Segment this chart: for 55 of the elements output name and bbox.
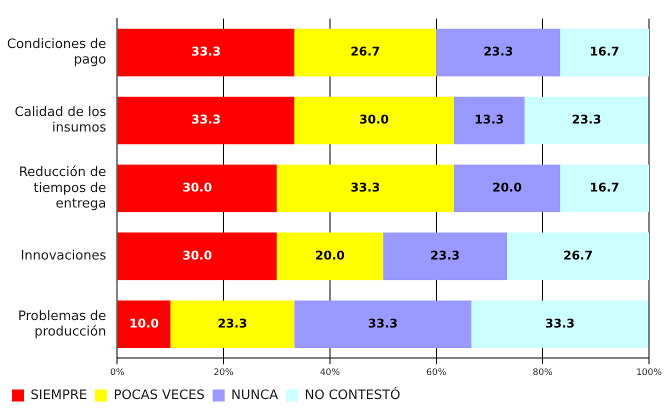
bar bbox=[507, 232, 649, 280]
bar bbox=[436, 28, 560, 76]
data-label: 30.0 bbox=[182, 248, 212, 262]
data-label: 26.7 bbox=[563, 248, 593, 262]
data-label: 20.0 bbox=[315, 248, 345, 262]
y-tick-label: Innovaciones bbox=[20, 248, 106, 264]
data-label: 26.7 bbox=[350, 44, 380, 59]
y-tick-label: Calidad de los insumos bbox=[14, 105, 106, 136]
data-label: 33.3 bbox=[545, 316, 575, 330]
data-label: 33.3 bbox=[368, 316, 398, 330]
bar bbox=[560, 28, 649, 76]
data-label: 33.3 bbox=[350, 180, 380, 195]
bar bbox=[118, 300, 170, 348]
y-tick-label: Reducción de tiempos de entrega bbox=[18, 165, 106, 212]
legend-label: SIEMPRE bbox=[30, 388, 88, 403]
data-label: 20.0 bbox=[492, 180, 522, 195]
bar bbox=[454, 96, 525, 144]
bar bbox=[383, 232, 508, 280]
bar bbox=[454, 164, 560, 212]
data-label: 33.3 bbox=[191, 112, 221, 127]
legend-label: POCAS VECES bbox=[114, 388, 205, 403]
data-label: 30.0 bbox=[182, 180, 212, 195]
data-label: 10.0 bbox=[129, 316, 159, 330]
x-tick-label: 20% bbox=[214, 368, 234, 378]
bar bbox=[294, 28, 436, 76]
x-tick-label: 40% bbox=[320, 368, 340, 378]
bar bbox=[118, 96, 294, 144]
bar bbox=[118, 232, 277, 280]
legend-label: NO CONTESTÓ bbox=[304, 386, 400, 403]
bar bbox=[276, 232, 384, 280]
data-label: 30.0 bbox=[359, 112, 389, 127]
data-label: 33.3 bbox=[191, 44, 221, 59]
bar bbox=[294, 300, 472, 348]
bar bbox=[118, 28, 294, 76]
bar bbox=[560, 164, 649, 212]
bar bbox=[118, 164, 277, 212]
bar bbox=[524, 96, 648, 144]
legend-label: NUNCA bbox=[231, 388, 278, 403]
bar bbox=[294, 96, 454, 144]
data-label: 23.3 bbox=[572, 112, 602, 127]
bar bbox=[276, 164, 454, 212]
data-label: 16.7 bbox=[590, 180, 620, 195]
bar bbox=[170, 300, 294, 348]
y-tick-label: Problemas de producción bbox=[18, 308, 106, 340]
x-tick-label: 0% bbox=[110, 368, 125, 378]
data-label: 23.3 bbox=[218, 316, 248, 330]
data-label: 23.3 bbox=[430, 248, 460, 262]
x-tick-label: 60% bbox=[426, 368, 447, 378]
data-label: 16.7 bbox=[590, 44, 620, 59]
bar bbox=[471, 300, 648, 348]
y-tick-label: Condiciones de pago bbox=[6, 37, 106, 68]
x-tick-label: 80% bbox=[532, 368, 554, 378]
data-label: 23.3 bbox=[483, 44, 514, 59]
data-label: 13.3 bbox=[474, 112, 504, 127]
x-tick-label: 100% bbox=[636, 368, 662, 378]
